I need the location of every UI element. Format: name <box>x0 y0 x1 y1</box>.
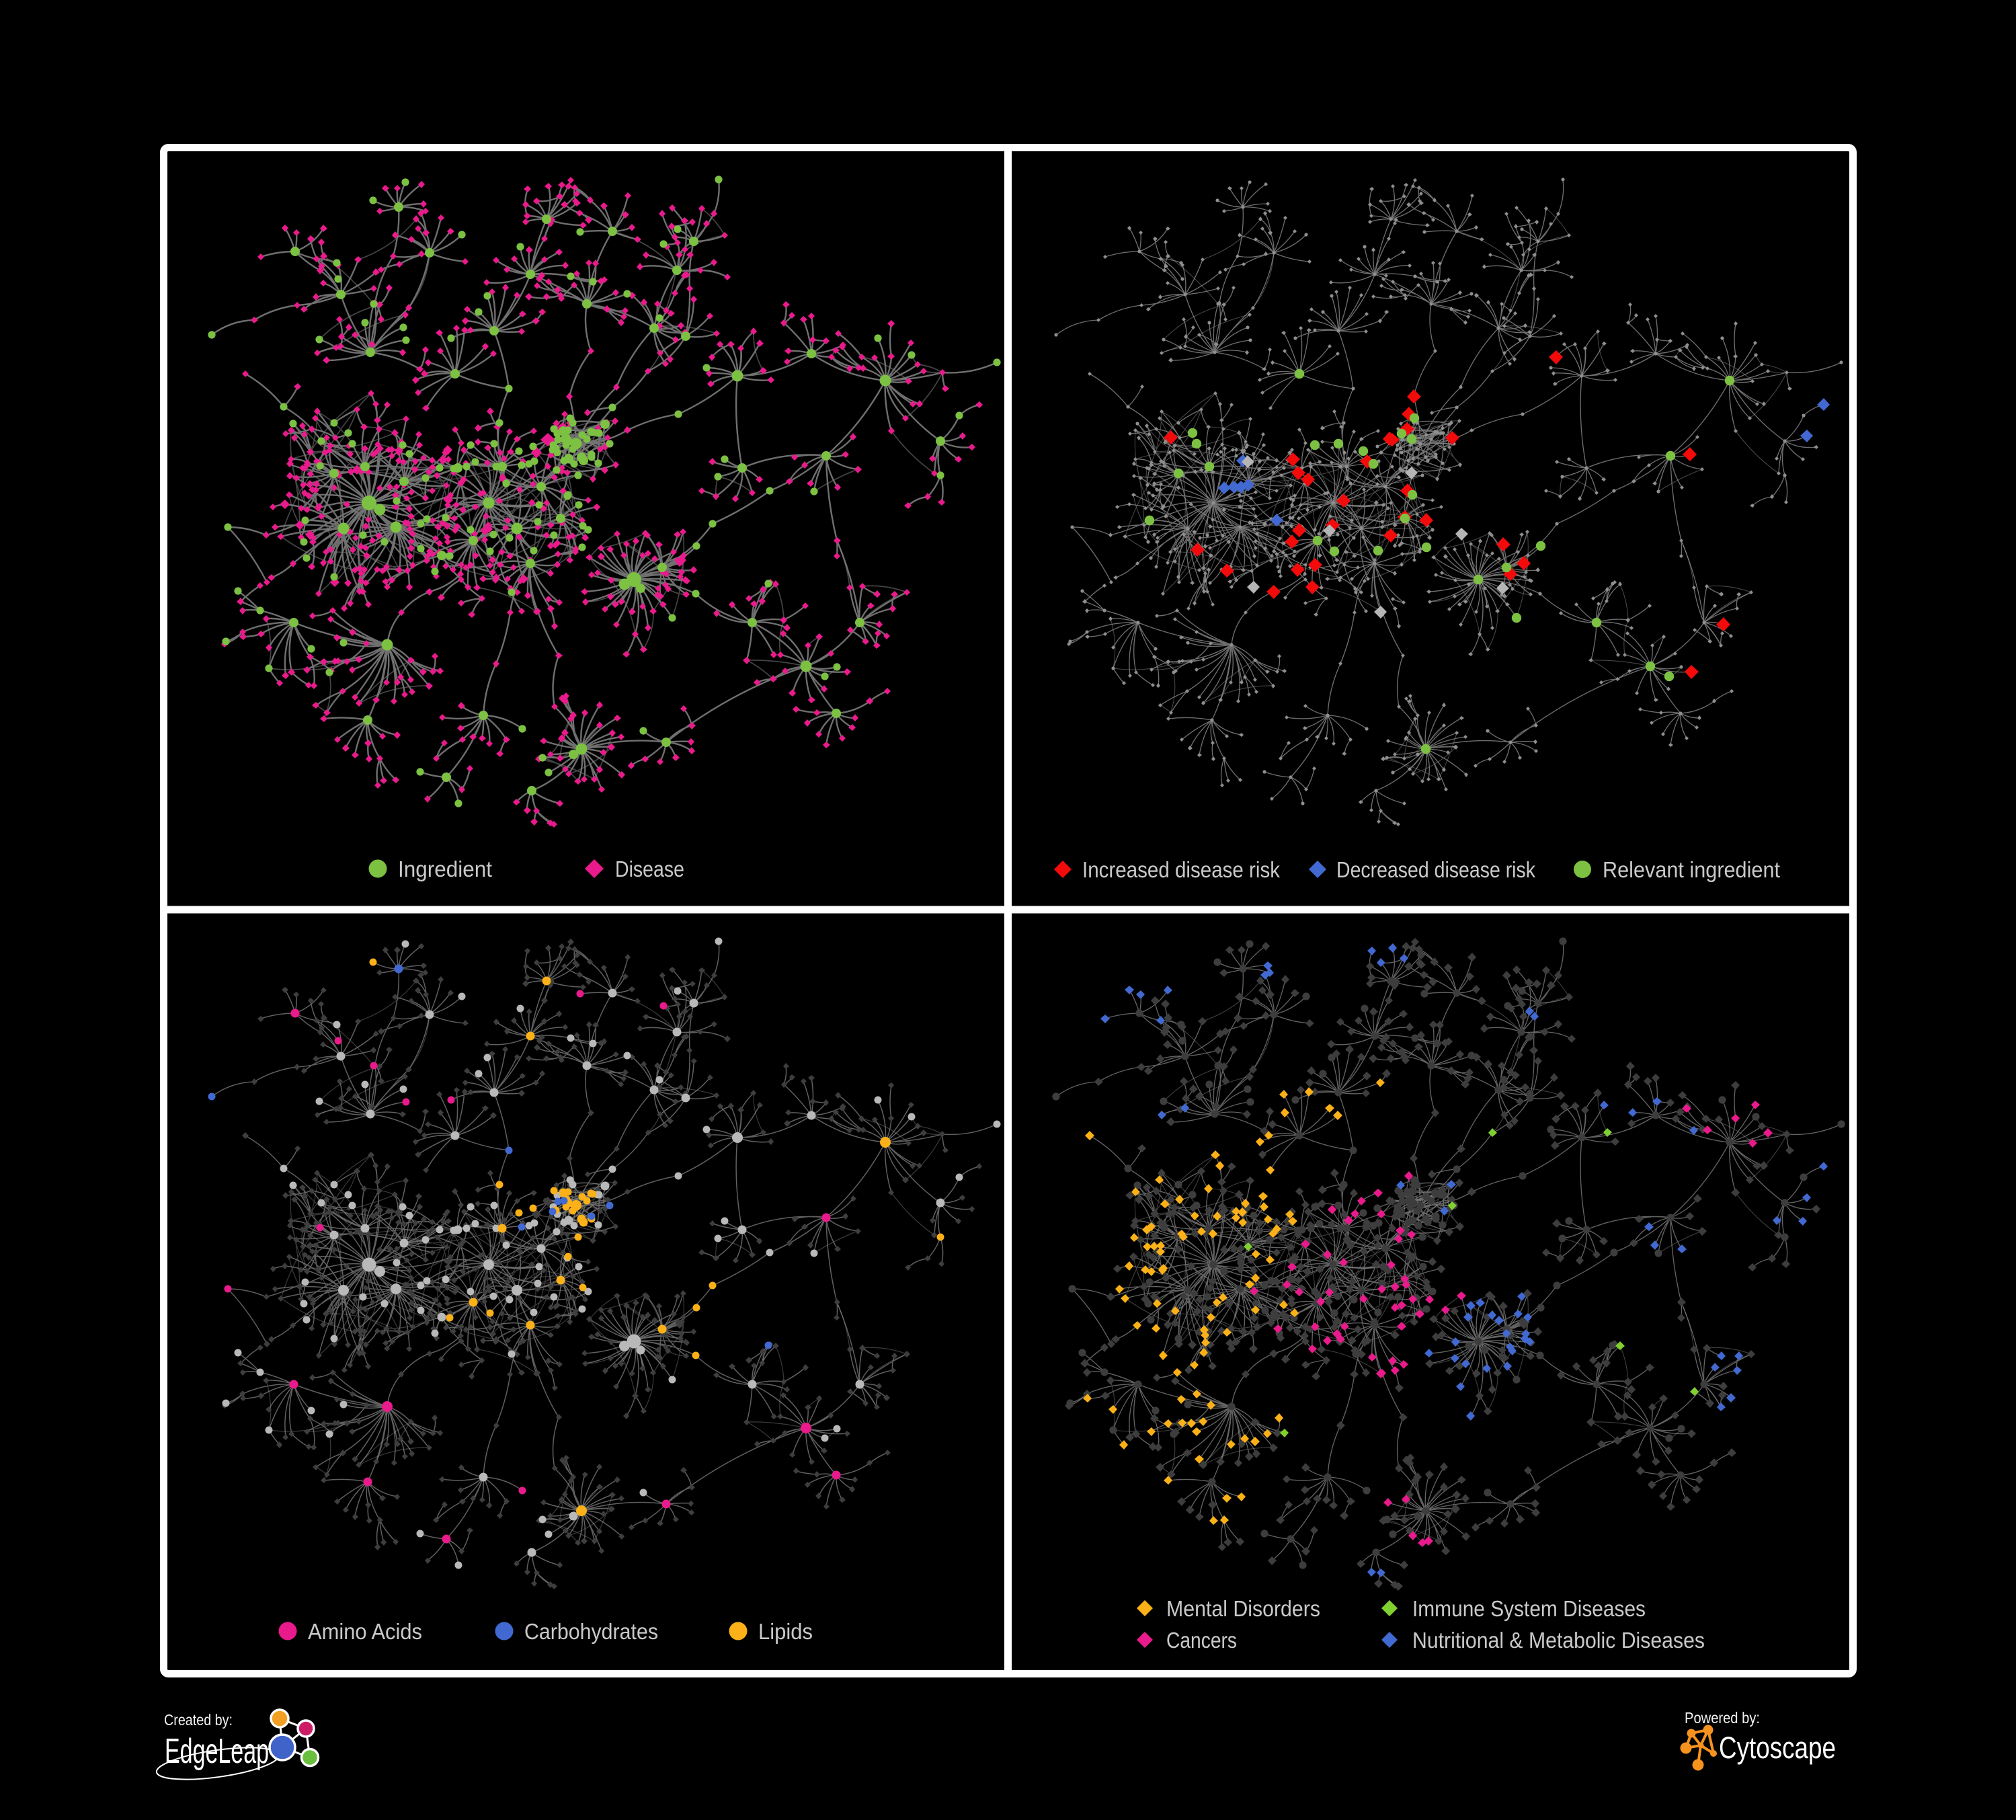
svg-text:Disease: Disease <box>615 857 684 881</box>
svg-text:EdgeLeap: EdgeLeap <box>165 1732 269 1771</box>
svg-text:Carbohydrates: Carbohydrates <box>524 1619 658 1644</box>
svg-text:Nutritional & Metabolic Diseas: Nutritional & Metabolic Diseases <box>1412 1628 1705 1653</box>
svg-text:Mental Disorders: Mental Disorders <box>1166 1596 1320 1621</box>
svg-text:Powered by:: Powered by: <box>1685 1709 1760 1727</box>
svg-text:Ingredient: Ingredient <box>398 857 492 881</box>
svg-text:Lipids: Lipids <box>758 1619 813 1644</box>
svg-text:Amino Acids: Amino Acids <box>308 1619 422 1644</box>
svg-text:Decreased disease risk: Decreased disease risk <box>1336 857 1535 882</box>
svg-text:Immune System Diseases: Immune System Diseases <box>1412 1596 1646 1621</box>
svg-text:Cancers: Cancers <box>1166 1628 1237 1653</box>
svg-text:Relevant ingredient: Relevant ingredient <box>1603 857 1780 882</box>
svg-text:Created by:: Created by: <box>164 1711 233 1729</box>
svg-text:Increased disease risk: Increased disease risk <box>1082 857 1280 882</box>
svg-text:Cytoscape: Cytoscape <box>1719 1731 1836 1765</box>
